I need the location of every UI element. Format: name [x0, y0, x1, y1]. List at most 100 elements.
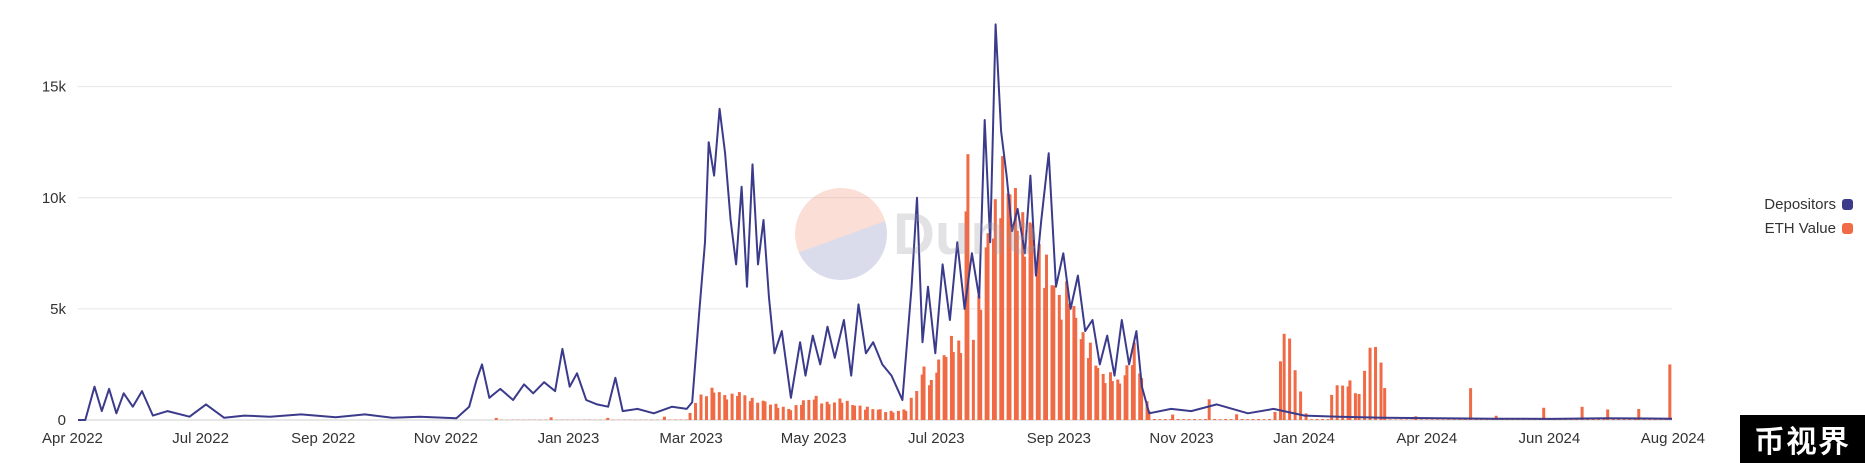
eth-value-bar: [1485, 419, 1489, 420]
eth-value-bar: [935, 372, 939, 420]
eth-value-bar: [1096, 367, 1100, 420]
eth-value-bar: [1288, 338, 1292, 420]
eth-value-bar: [902, 409, 906, 420]
eth-value-bar: [1052, 285, 1056, 420]
eth-value-bar: [993, 199, 997, 420]
eth-value-bar: [807, 399, 811, 420]
y-tick-label: 10k: [42, 190, 67, 207]
eth-value-bar: [904, 410, 908, 420]
eth-value-bar: [1043, 287, 1047, 420]
eth-value-bar: [1079, 339, 1083, 420]
eth-value-bar: [853, 405, 857, 420]
eth-value-bar: [787, 408, 791, 420]
eth-value-bar: [1015, 230, 1019, 420]
eth-value-bar: [1580, 406, 1584, 420]
eth-value-bar: [704, 396, 708, 420]
eth-value-bar: [878, 409, 882, 420]
eth-value-bar: [1262, 419, 1266, 420]
eth-value-bar: [549, 417, 553, 420]
eth-value-bar: [920, 374, 924, 420]
eth-value-bar: [984, 247, 988, 420]
eth-value-bar: [929, 380, 933, 420]
eth-value-bar: [1116, 379, 1120, 420]
eth-value-bar: [1088, 342, 1092, 420]
eth-value-bar: [748, 401, 752, 420]
eth-value-bar: [1163, 419, 1167, 420]
eth-value-bar: [1315, 419, 1319, 420]
eth-value-bar: [1182, 419, 1186, 420]
eth-value-bar: [896, 410, 900, 420]
eth-value-bar: [979, 309, 983, 420]
eth-value-bar: [1006, 193, 1010, 420]
eth-value-bar: [1207, 399, 1211, 420]
eth-value-bar: [717, 392, 721, 420]
eth-value-bar: [1008, 194, 1012, 420]
eth-value-bar: [1103, 383, 1107, 420]
eth-value-bar: [1348, 380, 1352, 420]
eth-value-bar: [944, 356, 948, 420]
eth-value-bar: [951, 352, 955, 420]
eth-value-bar: [1405, 419, 1409, 420]
eth-value-bar: [1480, 419, 1484, 420]
x-tick-label: Nov 2023: [1149, 430, 1213, 447]
eth-value-bar: [1074, 317, 1078, 420]
eth-value-bar: [876, 409, 880, 420]
x-tick-label: Mar 2023: [659, 430, 722, 447]
x-tick-label: Sep 2023: [1027, 430, 1091, 447]
legend-label-depositors: Depositors: [1764, 195, 1836, 213]
eth-value-bar: [999, 218, 1003, 420]
eth-value-bar: [1542, 407, 1546, 420]
eth-value-bar: [922, 366, 926, 420]
eth-value-bar: [1257, 419, 1261, 420]
eth-value-bar: [800, 404, 804, 420]
eth-value-bar: [1353, 393, 1357, 420]
eth-value-bar: [1132, 342, 1136, 420]
eth-value-bar: [1606, 409, 1610, 420]
y-tick-label: 15k: [42, 79, 67, 96]
eth-value-bar: [1030, 224, 1034, 420]
depositors-line: [78, 23, 1673, 421]
x-tick-label: Apr 2022: [42, 430, 103, 447]
eth-value-bar: [723, 395, 727, 420]
eth-value-bar: [763, 401, 767, 420]
y-tick-label: 5k: [50, 301, 66, 318]
eth-value-bar: [971, 339, 975, 420]
x-tick-label: Jan 2024: [1273, 430, 1335, 447]
eth-value-bar: [1469, 388, 1473, 420]
eth-value-bar: [1335, 385, 1339, 420]
gridlines: [78, 86, 1672, 421]
eth-value-bar: [1130, 365, 1134, 420]
eth-value-bar: [1341, 385, 1345, 420]
eth-value-bar: [1273, 411, 1277, 420]
eth-value-bar: [1065, 281, 1069, 420]
eth-value-bar: [1145, 401, 1149, 420]
legend-item-depositors[interactable]: Depositors: [1764, 192, 1853, 216]
eth-value-bar: [1204, 419, 1208, 420]
eth-value-bar: [1108, 372, 1112, 420]
x-tick-label: Sep 2022: [291, 430, 355, 447]
x-tick-label: Aug 2024: [1641, 430, 1705, 447]
eth-value-bar: [1430, 419, 1434, 420]
eth-value-bar: [1304, 413, 1308, 420]
eth-value-bar: [1072, 306, 1076, 420]
eth-value-bar: [1169, 419, 1173, 420]
eth-value-bar: [1198, 419, 1202, 420]
eth-value-bar: [1441, 419, 1445, 420]
eth-value-bar: [840, 402, 844, 420]
eth-value-bar: [884, 412, 888, 420]
eth-value-bar: [1037, 243, 1041, 420]
eth-value-bar: [1125, 365, 1129, 420]
eth-value-bar: [1050, 285, 1054, 420]
legend-item-eth-value[interactable]: ETH Value: [1764, 216, 1853, 240]
eth-value-bar: [812, 399, 816, 420]
eth-value-bar: [825, 401, 829, 420]
eth-value-bar: [1224, 419, 1228, 420]
eth-value-bar: [1597, 418, 1601, 420]
eth-value-bar: [1617, 418, 1621, 420]
legend-label-eth-value: ETH Value: [1764, 219, 1836, 237]
eth-value-bar: [820, 403, 824, 420]
eth-value-bar: [977, 295, 981, 420]
eth-value-bar: [1383, 388, 1387, 420]
eth-value-bar: [832, 402, 836, 420]
eth-value-bar: [768, 404, 772, 420]
